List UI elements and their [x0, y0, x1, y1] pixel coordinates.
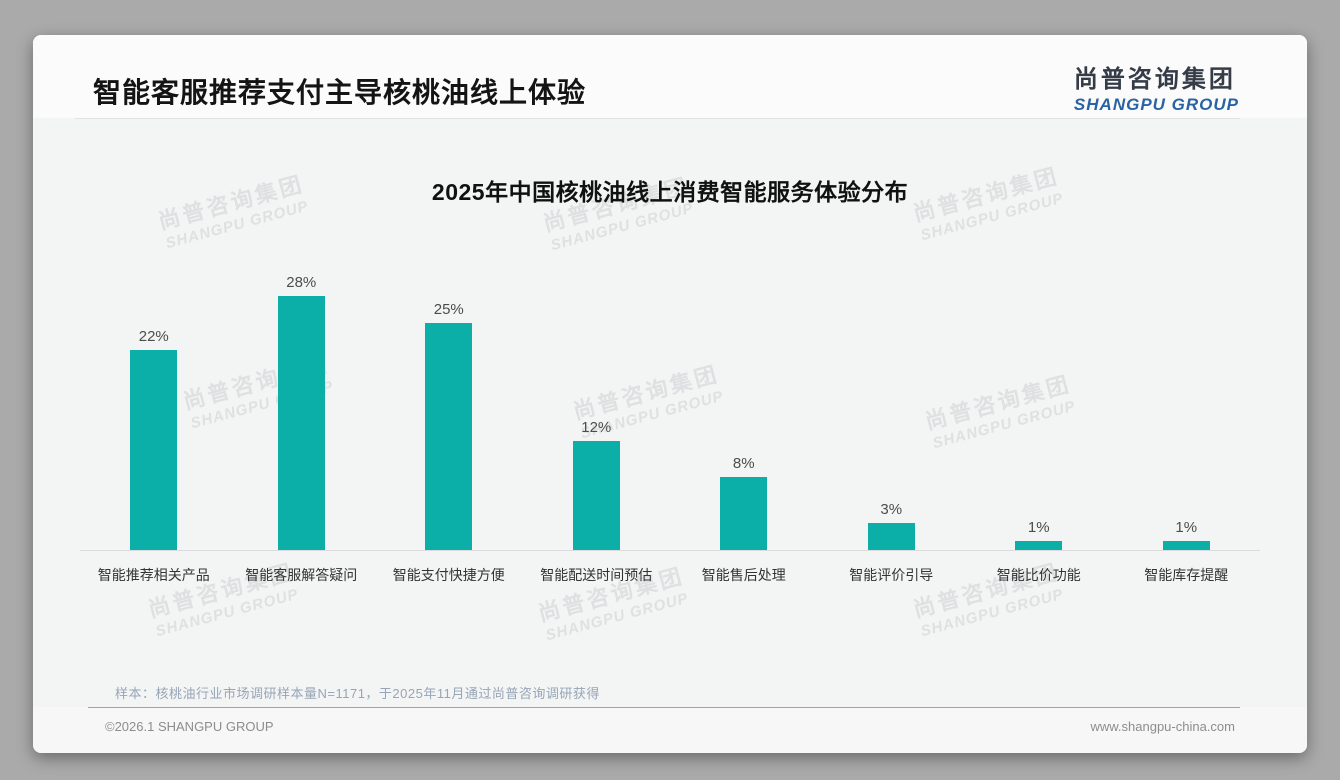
bar-value-label: 12% — [581, 419, 612, 436]
footer-divider — [88, 707, 1240, 708]
category-label: 智能比价功能 — [996, 567, 1081, 583]
category-label: 智能客服解答疑问 — [245, 567, 358, 583]
bar-value-label: 1% — [1027, 519, 1050, 536]
bar-column: 25% — [375, 250, 523, 550]
watermark-chinese-text: 尚普咨询集团 — [535, 563, 687, 627]
bar — [1015, 541, 1063, 550]
logo: 尚普咨询集团 SHANGPU GROUP — [1074, 59, 1239, 115]
bar-column: 1% — [1113, 250, 1261, 550]
watermark-english-text: SHANGPU GROUP — [918, 585, 1066, 641]
bar — [720, 477, 768, 550]
sample-footnote: 样本：核桃油行业市场调研样本量N=1171，于2025年11月通过尚普咨询调研获… — [115, 686, 600, 701]
watermark-english-text: SHANGPU GROUP — [153, 585, 301, 641]
category-label: 智能售后处理 — [701, 567, 786, 583]
bar-column: 22% — [80, 250, 228, 550]
watermark-english-text: SHANGPU GROUP — [543, 589, 691, 645]
category-label: 智能库存提醒 — [1144, 567, 1229, 583]
logo-english-text: SHANGPU GROUP — [1073, 95, 1239, 114]
bar-value-label: 1% — [1175, 519, 1198, 536]
copyright-text: ©2026.1 SHANGPU GROUP — [105, 719, 274, 734]
category-labels-row: 智能推荐相关产品 智能客服解答疑问 智能支付快捷方便 智能配送时间预估 智能售后处理 智能… — [80, 565, 1260, 585]
watermark-chinese-text: 尚普咨询集团 — [145, 559, 297, 623]
bar-column: 28% — [228, 250, 376, 550]
bar-value-label: 3% — [880, 501, 903, 518]
watermark: 尚普咨询集团 SHANGPU GROUP — [115, 547, 331, 649]
bar — [425, 323, 473, 550]
bar — [277, 296, 325, 550]
page-title: 智能客服推荐支付主导核桃油线上体验 — [93, 77, 587, 108]
bar-value-label: 25% — [433, 301, 464, 318]
header: 智能客服推荐支付主导核桃油线上体验 尚普咨询集团 SHANGPU GROUP — [33, 35, 1307, 118]
category-label: 智能评价引导 — [849, 567, 934, 583]
website-text: www.shangpu-china.com — [1090, 719, 1235, 734]
bar — [572, 441, 620, 550]
bar-value-label: 8% — [732, 455, 755, 472]
slide-card: 智能客服推荐支付主导核桃油线上体验 尚普咨询集团 SHANGPU GROUP 2… — [33, 35, 1307, 753]
logo-chinese-text: 尚普咨询集团 — [1073, 66, 1236, 93]
category-label: 智能支付快捷方便 — [392, 567, 505, 583]
bar — [1162, 541, 1210, 550]
bar — [867, 523, 915, 550]
chart-title: 2025年中国核桃油线上消费智能服务体验分布 — [431, 179, 909, 205]
title-divider — [75, 118, 1240, 119]
bar-column: 8% — [670, 250, 818, 550]
bar-chart-plot: 22% 28% 25% 12% 8% 3% 1% 1% — [80, 250, 1260, 550]
footer: ©2026.1 SHANGPU GROUP www.shangpu-china.… — [33, 707, 1307, 753]
bar-column: 12% — [523, 250, 671, 550]
watermark: 尚普咨询集团 SHANGPU GROUP — [880, 547, 1096, 649]
bar — [130, 350, 178, 550]
bar-value-label: 22% — [138, 328, 169, 345]
bar-column: 1% — [965, 250, 1113, 550]
bar-value-label: 28% — [286, 274, 317, 291]
x-axis-line — [80, 550, 1260, 551]
watermark-chinese-text: 尚普咨询集团 — [910, 559, 1062, 623]
bar-column: 3% — [818, 250, 966, 550]
category-label: 智能配送时间预估 — [540, 567, 653, 583]
category-label: 智能推荐相关产品 — [97, 567, 210, 583]
